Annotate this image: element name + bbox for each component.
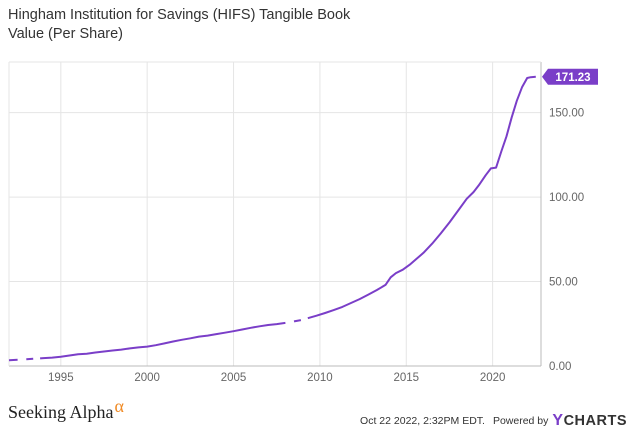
x-tick-label: 1995 bbox=[48, 372, 74, 384]
last-value-badge bbox=[542, 68, 598, 85]
x-tick-label: 2000 bbox=[134, 372, 160, 384]
x-tick-label: 2020 bbox=[480, 372, 506, 384]
brand-text: Seeking Alpha bbox=[8, 402, 114, 422]
timestamp: Oct 22 2022, 2:32PM EDT. bbox=[360, 415, 485, 427]
x-tick-label: 2010 bbox=[307, 372, 333, 384]
series-line-segment bbox=[293, 319, 302, 323]
x-tick-label: 2015 bbox=[393, 372, 419, 384]
series-line-segment bbox=[8, 358, 18, 362]
y-tick-label: 0.00 bbox=[549, 361, 571, 373]
seeking-alpha-logo: Seeking Alphaα bbox=[8, 396, 124, 423]
ycharts-logo: YCHARTS bbox=[552, 412, 627, 430]
x-tick-label: 2005 bbox=[221, 372, 247, 384]
grid-layer bbox=[9, 62, 541, 367]
ycharts-rest: CHARTS bbox=[563, 413, 627, 429]
alpha-icon: α bbox=[114, 396, 124, 416]
chart-footer: Oct 22 2022, 2:32PM EDT. Powered by YCHA… bbox=[360, 412, 627, 430]
chart-title: Hingham Institution for Savings (HIFS) T… bbox=[8, 7, 351, 42]
series-line-segment bbox=[307, 75, 536, 320]
y-tick-label: 150.00 bbox=[549, 108, 584, 120]
line-layer bbox=[8, 75, 536, 362]
last-value-label: 171.23 bbox=[555, 72, 590, 84]
series-line-segment bbox=[40, 321, 286, 360]
label-layer: 1995 2000 2005 2010 2015 2020 0.00 50.00 100.00 1… bbox=[48, 68, 598, 384]
powered-by-label: Powered by bbox=[492, 415, 549, 427]
y-tick-label: 100.00 bbox=[549, 192, 584, 204]
y-tick-label: 50.00 bbox=[549, 277, 578, 289]
ycharts-y: Y bbox=[552, 412, 564, 429]
axis-layer bbox=[8, 61, 542, 367]
series-line-segment bbox=[26, 357, 34, 361]
